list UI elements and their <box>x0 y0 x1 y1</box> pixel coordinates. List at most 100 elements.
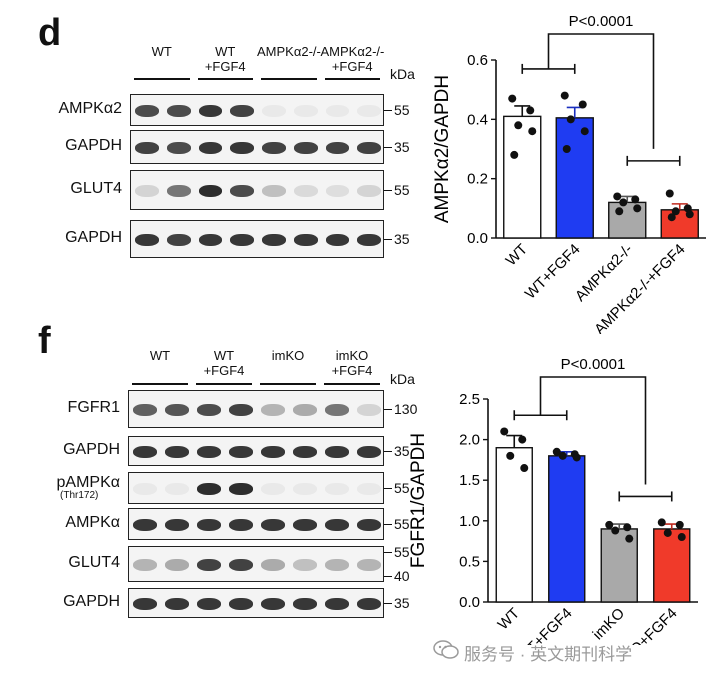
blot-band <box>293 519 317 531</box>
group-label-line2: AMPKα2-/- <box>257 44 321 59</box>
mw-label: 35 <box>394 139 410 155</box>
bar <box>495 447 533 603</box>
blot-band <box>135 142 159 154</box>
blot-band <box>261 483 285 495</box>
mw-tick <box>384 552 392 554</box>
blot-band <box>261 559 285 571</box>
blot-band <box>197 446 221 458</box>
group-underline <box>197 78 253 80</box>
blot-band <box>357 234 381 246</box>
blot-strip <box>130 220 384 258</box>
blot-band <box>165 519 189 531</box>
blot-band <box>198 234 223 246</box>
group-underline <box>324 383 380 385</box>
blot-band <box>135 234 159 246</box>
blot-band <box>230 142 254 154</box>
data-point <box>528 127 537 136</box>
blot-row-label: FGFR1 <box>67 399 120 416</box>
blot-band <box>165 559 189 571</box>
y-tick-label: 2.0 <box>459 432 480 449</box>
mw-tick <box>384 603 392 605</box>
mw-tick <box>384 147 392 149</box>
blot-band <box>357 142 381 154</box>
blot-band <box>262 234 286 246</box>
data-point <box>663 528 672 537</box>
mw-tick <box>384 110 392 112</box>
data-point <box>613 192 622 201</box>
blot-strip <box>128 472 384 504</box>
blot-row-label: GAPDH <box>65 229 122 246</box>
blot-row-sublabel: (Thr172) <box>60 490 99 501</box>
blot-band <box>229 598 253 610</box>
y-axis-label: FGFR1/GAPDH <box>408 433 429 568</box>
x-tick-label: imKO <box>590 605 629 644</box>
blot-band <box>198 185 223 197</box>
group-label: WT +FGF4 <box>194 44 258 74</box>
blot-band <box>197 598 221 610</box>
blot-band <box>197 404 221 416</box>
group-label-line2: +FGF4 <box>331 59 373 74</box>
data-point <box>560 91 569 100</box>
group-label-line2: +FGF4 <box>331 363 373 378</box>
blot-band <box>133 559 157 571</box>
group-label-line1: imKO <box>335 348 369 363</box>
blot-strip <box>128 588 384 618</box>
mw-label: 55 <box>394 544 410 560</box>
group-label-line2: WT <box>151 44 172 59</box>
mw-tick <box>384 190 392 192</box>
mw-label: 55 <box>394 102 410 118</box>
blot-band <box>262 142 286 154</box>
blot-band <box>165 483 189 495</box>
group-label: WT <box>130 44 194 59</box>
blot-band <box>357 483 381 495</box>
blot-strip <box>130 130 384 164</box>
data-point <box>633 204 642 213</box>
blot-band <box>262 105 286 117</box>
panel-letter-f: f <box>38 320 51 362</box>
mw-tick <box>384 576 392 578</box>
blot-band <box>166 185 191 197</box>
y-tick-label: 0.0 <box>459 594 480 611</box>
blot-band <box>229 483 253 495</box>
blot-row-label: GLUT4 <box>68 554 120 571</box>
blot-row-label: GLUT4 <box>70 180 122 197</box>
blot-band <box>293 446 317 458</box>
panel-d-bar-chart: 0.00.20.40.6AMPKα2/GAPDHWTWT+FGF4AMPKα2-… <box>432 13 706 334</box>
group-underline <box>260 383 316 385</box>
group-underline <box>324 78 380 80</box>
blot-strip <box>130 94 384 126</box>
blot-band <box>293 404 317 416</box>
blot-band <box>293 105 318 117</box>
data-point <box>677 533 686 542</box>
y-tick-label: 0.0 <box>467 230 488 247</box>
blot-band <box>262 185 286 197</box>
data-point <box>665 189 674 198</box>
data-point <box>580 127 589 136</box>
blot-band <box>357 559 381 571</box>
blot-band <box>230 105 254 117</box>
blot-row-label: GAPDH <box>65 137 122 154</box>
blot-band <box>197 483 221 495</box>
blot-band <box>293 598 317 610</box>
blot-band <box>135 185 159 197</box>
blot-band <box>198 142 223 154</box>
mw-tick <box>384 409 392 411</box>
y-tick-label: 2.5 <box>459 391 480 408</box>
data-point <box>611 526 620 535</box>
y-tick-label: 0.4 <box>467 111 488 128</box>
blot-band <box>229 446 253 458</box>
group-label-line2: WT <box>149 348 171 363</box>
group-label: imKO +FGF4 <box>320 348 384 378</box>
blot-band <box>293 142 318 154</box>
bar <box>555 117 594 239</box>
blot-band <box>166 105 191 117</box>
group-label-line2: +FGF4 <box>204 59 246 74</box>
mw-label: 55 <box>394 182 410 198</box>
blot-band <box>325 559 349 571</box>
data-point <box>526 106 535 115</box>
blot-band <box>133 519 157 531</box>
blot-band <box>133 446 157 458</box>
bar <box>503 115 542 239</box>
x-tick-label: WT <box>495 605 524 634</box>
blot-band <box>357 185 381 197</box>
